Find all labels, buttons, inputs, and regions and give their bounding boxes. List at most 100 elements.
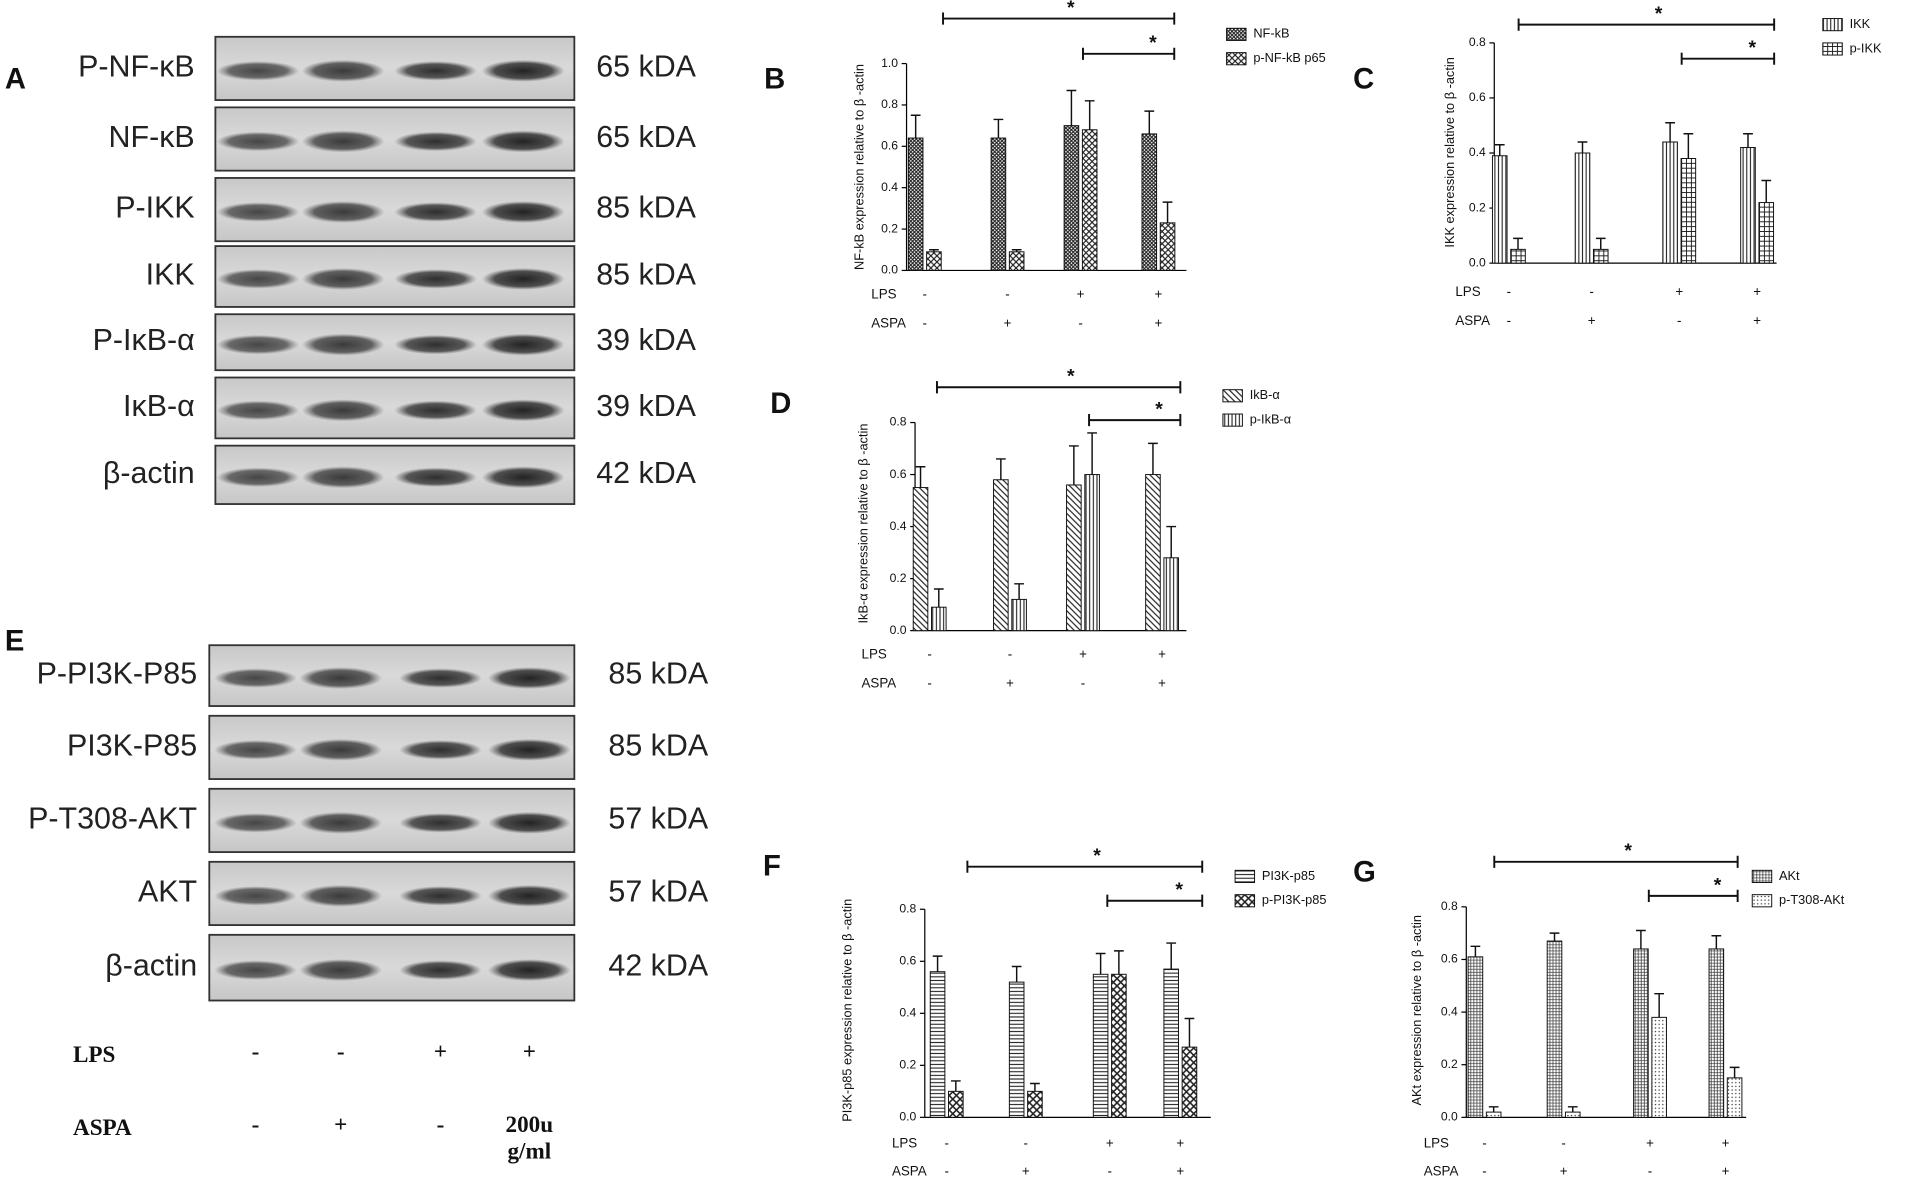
bar (1111, 973, 1127, 1118)
y-tick-label: 0.4 (890, 519, 907, 533)
blot-band (299, 884, 383, 907)
blot-band (301, 333, 385, 356)
blot-label: PI3K-P85 (67, 728, 197, 762)
blot-size: 85 kDA (608, 657, 708, 691)
blot-label: P-IκB-α (93, 323, 195, 357)
significance-star: * (1093, 845, 1101, 867)
bar (912, 487, 929, 632)
blot-band (214, 813, 297, 833)
condition-label: LPS (871, 286, 896, 301)
blot-band (299, 738, 383, 761)
condition-value: + (1753, 284, 1761, 299)
bar (1181, 1046, 1198, 1118)
error-bar (1513, 237, 1523, 250)
legend-label: PI3K-p85 (1262, 868, 1315, 883)
panel-letter: F (763, 851, 781, 883)
blot-label: P-PI3K-P85 (37, 657, 198, 691)
error-bar (1162, 201, 1173, 223)
condition-label: ASPA (871, 316, 906, 331)
y-tick-label: 0.0 (881, 263, 898, 277)
error-bar (1084, 100, 1095, 130)
bar (1485, 1111, 1502, 1118)
error-bar (1761, 179, 1772, 203)
error-bar (1011, 965, 1022, 983)
bar (1510, 248, 1526, 264)
y-tick-label: 0.0 (1441, 1110, 1458, 1124)
condition-value: + (433, 1039, 448, 1066)
condition-value: + (1004, 316, 1012, 331)
condition-value: - (927, 676, 931, 691)
panel-letter: G (1353, 857, 1376, 889)
panel-letter: E (5, 626, 24, 658)
blot-band (399, 740, 482, 760)
significance-bracket (935, 381, 1182, 394)
y-tick-label: 0.8 (1441, 899, 1458, 913)
condition-value: - (1081, 676, 1085, 691)
condition-value: + (1722, 1136, 1730, 1151)
significance-bracket (1493, 855, 1739, 868)
blot-label: NF-κB (109, 120, 195, 154)
bar (1027, 1090, 1043, 1118)
significance-bracket (1088, 414, 1182, 427)
legend-label: p-NF-kB p65 (1253, 50, 1325, 65)
condition-value-box: - (437, 1112, 445, 1138)
blot-size: 85 kDA (596, 258, 696, 292)
bar (993, 479, 1009, 632)
blot-label: β-actin (103, 456, 195, 490)
blot-label: β-actin (105, 949, 197, 983)
legend-swatch (1751, 894, 1773, 908)
bar (1084, 474, 1100, 632)
blot-band (399, 813, 482, 833)
legend-swatch (1222, 413, 1243, 427)
blot-band (487, 959, 571, 982)
condition-label: LPS (862, 646, 887, 661)
blot-band (214, 740, 297, 760)
blot-band (299, 811, 383, 834)
y-tick-label: 0.8 (1469, 35, 1486, 49)
condition-value: - (923, 316, 927, 331)
condition-value: - (1482, 1164, 1486, 1179)
blot-label: IKK (146, 258, 195, 292)
condition-value: + (1646, 1136, 1654, 1151)
y-axis-label: IkB-α expression relative to β -actin (855, 424, 870, 624)
significance-bracket (1106, 894, 1204, 907)
condition-value: - (1589, 284, 1593, 299)
condition-value-box: - (251, 1112, 260, 1139)
condition-value: + (1722, 1164, 1730, 1179)
significance-star: * (1714, 874, 1722, 896)
bar (1491, 155, 1508, 264)
y-tick-label: 0.0 (890, 623, 907, 637)
y-axis-label: NF-kB expression relative to β -actin (852, 64, 867, 270)
error-bar (1665, 121, 1675, 142)
blot-band (301, 201, 385, 223)
condition-value: - (251, 1112, 260, 1139)
blot-band (301, 130, 385, 153)
significance-star: * (1655, 3, 1663, 25)
bar (1467, 956, 1484, 1118)
condition-label: LPS (892, 1136, 917, 1151)
bar (1564, 1111, 1581, 1118)
bar (1145, 474, 1161, 632)
significance-star: * (1067, 0, 1075, 19)
condition-value: + (1560, 1164, 1568, 1179)
legend-label: p-IkB-α (1250, 411, 1292, 426)
error-bar (1011, 249, 1022, 252)
blot-band (216, 202, 300, 222)
blot-band (399, 668, 482, 688)
blot-size: 39 kDA (596, 389, 696, 423)
blot-band (216, 61, 300, 81)
condition-label: ASPA (73, 1114, 132, 1140)
legend-swatch (1226, 52, 1247, 66)
y-tick-label: 0.2 (1441, 1057, 1458, 1071)
bar (1680, 158, 1697, 264)
blot-band (214, 668, 297, 688)
error-bar (1144, 110, 1155, 134)
legend-swatch (1226, 27, 1247, 41)
error-bar (932, 955, 943, 972)
condition-value: - (1677, 313, 1681, 328)
legend-swatch (1822, 42, 1843, 56)
condition-value: + (1006, 676, 1014, 691)
y-tick-label: 0.6 (899, 954, 916, 968)
blot-band (487, 884, 571, 907)
